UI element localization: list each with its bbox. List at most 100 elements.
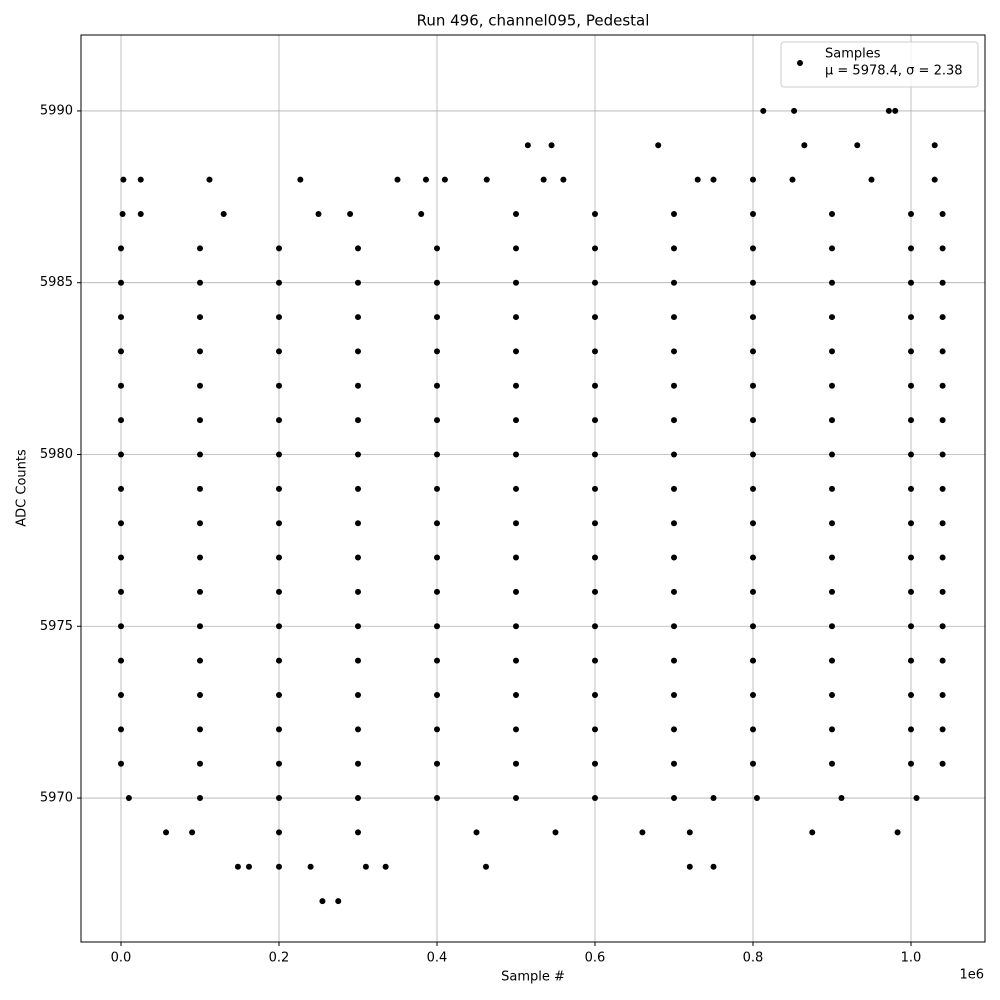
data-point [907, 279, 914, 286]
data-point [524, 142, 531, 149]
data-point [760, 107, 767, 114]
data-point [434, 623, 440, 630]
data-point [434, 451, 440, 458]
data-point [434, 520, 440, 527]
data-point [118, 382, 125, 389]
data-point [118, 760, 125, 767]
data-point [801, 142, 808, 149]
y-tick-label: 5980 [40, 447, 73, 462]
data-point [441, 176, 448, 183]
data-point [670, 485, 677, 492]
data-point [592, 691, 598, 698]
data-point [828, 245, 835, 252]
data-point [552, 829, 559, 836]
data-point [749, 657, 756, 664]
data-point [939, 382, 946, 389]
data-point [276, 348, 283, 355]
data-point [473, 829, 480, 836]
data-point [276, 554, 283, 561]
data-point [197, 623, 204, 630]
data-point [749, 176, 756, 183]
data-point [355, 829, 362, 836]
data-point [749, 382, 756, 389]
data-point [513, 485, 519, 492]
data-point [939, 245, 946, 252]
data-point [434, 279, 440, 286]
data-point [548, 142, 555, 149]
data-point [670, 623, 677, 630]
data-point [355, 795, 362, 802]
data-point [749, 210, 756, 217]
data-point [276, 760, 283, 767]
legend: Samples μ = 5978.4, σ = 2.38 [780, 41, 979, 88]
data-point [592, 657, 598, 664]
data-point [355, 726, 362, 733]
data-point [907, 348, 914, 355]
data-point [670, 348, 677, 355]
data-point [355, 314, 362, 321]
data-point [513, 795, 519, 802]
data-point [939, 588, 946, 595]
data-point [592, 210, 598, 217]
data-point [939, 348, 946, 355]
data-point [670, 382, 677, 389]
data-point [828, 210, 835, 217]
data-point [670, 554, 677, 561]
data-point [828, 314, 835, 321]
data-point [939, 417, 946, 424]
data-point [362, 863, 369, 870]
data-point [894, 829, 901, 836]
data-point [939, 691, 946, 698]
data-point [276, 863, 283, 870]
data-point [315, 210, 322, 217]
data-point [513, 726, 519, 733]
data-point [276, 485, 283, 492]
data-point [592, 726, 598, 733]
data-point [297, 176, 304, 183]
data-point [828, 623, 835, 630]
data-point [592, 520, 598, 527]
data-point [434, 760, 440, 767]
data-point [434, 657, 440, 664]
data-point [355, 520, 362, 527]
data-point [197, 691, 204, 698]
data-point [670, 245, 677, 252]
data-point [118, 588, 125, 595]
data-point [749, 451, 756, 458]
data-point [355, 279, 362, 286]
data-point [197, 417, 204, 424]
data-point [749, 485, 756, 492]
data-point [939, 657, 946, 664]
data-point [434, 245, 440, 252]
data-point [434, 726, 440, 733]
data-point [710, 863, 717, 870]
data-point [828, 279, 835, 286]
y-tick-label: 5970 [40, 791, 73, 806]
data-point [513, 691, 519, 698]
data-point [197, 348, 204, 355]
data-point [137, 210, 144, 217]
data-point [335, 898, 342, 905]
data-point [197, 245, 204, 252]
data-point [694, 176, 701, 183]
data-point [234, 863, 241, 870]
data-point [513, 760, 519, 767]
data-point [639, 829, 646, 836]
data-point [355, 417, 362, 424]
data-point [686, 829, 693, 836]
data-point [670, 417, 677, 424]
data-point [907, 417, 914, 424]
data-point [655, 142, 662, 149]
data-point [276, 691, 283, 698]
data-point [355, 657, 362, 664]
data-point [118, 348, 125, 355]
data-point [276, 829, 283, 836]
data-point [686, 863, 693, 870]
data-point [434, 691, 440, 698]
data-point [828, 382, 835, 389]
legend-stats: μ = 5978.4, σ = 2.38 [825, 64, 963, 79]
data-point [592, 485, 598, 492]
data-point [355, 691, 362, 698]
data-point [670, 795, 677, 802]
